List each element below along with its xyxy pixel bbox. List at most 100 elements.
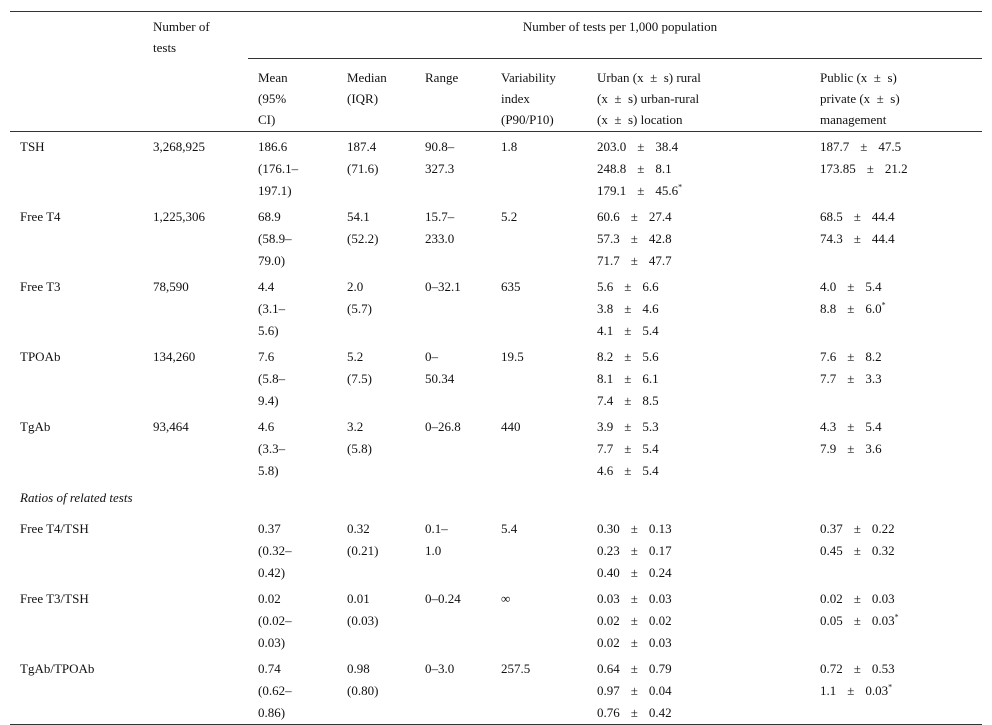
row-label: Free T4/TSH	[20, 521, 89, 536]
cell: 68.9 (58.9–79.0)	[248, 202, 337, 272]
mean-sd: 71.7 ±47.7	[597, 250, 810, 272]
mean: 0.97	[597, 683, 620, 698]
iqr-value: (7.5)	[347, 371, 372, 386]
mean-sd: 0.37 ±0.22	[820, 518, 982, 540]
cell: 187.7 ±47.5 173.85 ±21.2	[810, 132, 982, 203]
cell: ∞	[491, 584, 587, 654]
variability-value: 1.8	[501, 139, 518, 154]
cell: 0–26.8	[415, 412, 491, 482]
cell: 257.5	[491, 654, 587, 725]
header-text: private (x ± s)	[820, 91, 900, 106]
sd: 8.2	[865, 349, 882, 364]
header-text: management	[820, 112, 887, 127]
sd: 6.6	[642, 279, 659, 294]
header-text: Range	[425, 70, 459, 85]
sd: 6.1	[642, 371, 659, 386]
mean-sd: 8.2 ±5.6	[597, 346, 810, 368]
variability-value: 257.5	[501, 661, 531, 676]
mean: 203.0	[597, 139, 627, 154]
sd: 47.5	[878, 139, 902, 154]
median-value: 3.2	[347, 419, 364, 434]
mean: 7.4	[597, 393, 614, 408]
plus-minus: ±	[624, 419, 632, 434]
sd: 5.4	[865, 279, 882, 294]
row-label: TgAb	[20, 419, 51, 434]
plus-minus: ±	[630, 591, 638, 606]
sd: 44.4	[871, 209, 895, 224]
cell: 4.3 ±5.4 7.9 ±3.6	[810, 412, 982, 482]
cell	[143, 514, 248, 584]
plus-minus: ±	[624, 441, 632, 456]
variability-value: 5.2	[501, 209, 518, 224]
cell: 0.37 (0.32–0.42)	[248, 514, 337, 584]
header-row: Number of tests Number of tests per 1,000…	[10, 12, 982, 59]
variability-value: 19.5	[501, 349, 524, 364]
plus-minus: ±	[630, 613, 638, 628]
ci-value: (3.3–5.8)	[258, 441, 286, 478]
plus-minus: ±	[847, 371, 855, 386]
sd: 42.8	[648, 231, 672, 246]
sd: 27.4	[648, 209, 672, 224]
range-value: 0–50.34	[425, 349, 455, 386]
median-value: 187.4	[347, 139, 377, 154]
cell: 0.72 ±0.53 1.1 ±0.03*	[810, 654, 982, 725]
mean: 7.9	[820, 441, 837, 456]
header-cell: Public (x ± s) private (x ± s) management	[810, 58, 983, 132]
tests-count: 134,260	[153, 349, 196, 364]
mean-sd: 187.7 ±47.5	[820, 136, 982, 158]
tests-count: 1,225,306	[153, 209, 205, 224]
cell: 0.01 (0.03)	[337, 584, 415, 654]
mean-sd: 0.76 ±0.42	[597, 702, 810, 724]
mean: 3.9	[597, 419, 614, 434]
mean-sd: 3.8 ±4.6	[597, 298, 810, 320]
mean-sd: 0.05 ±0.03*	[820, 610, 982, 632]
sd: 0.13	[648, 521, 672, 536]
mean-sd: 8.8 ±6.0*	[820, 298, 982, 320]
mean: 0.05	[820, 613, 843, 628]
sd: 44.4	[871, 231, 895, 246]
sd: 0.42	[648, 705, 672, 720]
mean: 1.1	[820, 683, 837, 698]
header-cell: Range	[415, 58, 491, 132]
plus-minus: ±	[624, 349, 632, 364]
cell: Free T4/TSH	[10, 514, 143, 584]
range-value: 0–0.24	[425, 591, 461, 606]
header-text: Median (IQR)	[347, 70, 387, 106]
median-value: 54.1	[347, 209, 370, 224]
sd: 45.6	[655, 183, 679, 198]
plus-minus: ±	[847, 349, 855, 364]
mean-sd: 0.72 ±0.53	[820, 658, 982, 680]
cell: 60.6 ±27.4 57.3 ±42.8 71.7 ±47.7	[587, 202, 810, 272]
mean-value: 4.4	[258, 279, 275, 294]
cell: 0.32 (0.21)	[337, 514, 415, 584]
cell: 19.5	[491, 342, 587, 412]
header-cell: Number of tests	[143, 12, 248, 59]
mean: 3.8	[597, 301, 614, 316]
range-value: 0.1–1.0	[425, 521, 448, 558]
plus-minus: ±	[637, 139, 645, 154]
cell: 5.6 ±6.6 3.8 ±4.6 4.1 ±5.4	[587, 272, 810, 342]
section-cell: Ratios of related tests	[10, 482, 982, 514]
cell: 0.98 (0.80)	[337, 654, 415, 725]
plus-minus: ±	[624, 279, 632, 294]
mean-sd: 173.85 ±21.2	[820, 158, 982, 180]
cell: 0.74 (0.62–0.86)	[248, 654, 337, 725]
plus-minus: ±	[853, 591, 861, 606]
sd: 0.17	[648, 543, 672, 558]
mean: 0.23	[597, 543, 620, 558]
sd: 6.0	[865, 301, 882, 316]
cell: 0.1–1.0	[415, 514, 491, 584]
sd: 0.24	[648, 565, 672, 580]
mean-value: 7.6	[258, 349, 275, 364]
cell: 203.0 ±38.4 248.8 ±8.1 179.1 ±45.6*	[587, 132, 810, 203]
cell: 5.4	[491, 514, 587, 584]
plus-minus: ±	[847, 301, 855, 316]
plus-minus: ±	[630, 565, 638, 580]
ci-value: (58.9–79.0)	[258, 231, 292, 268]
ci-value: (3.1–5.6)	[258, 301, 286, 338]
section-row: Ratios of related tests	[10, 482, 982, 514]
mean-sd: 1.1 ±0.03*	[820, 680, 982, 702]
mean: 8.8	[820, 301, 837, 316]
range-value: 0–3.0	[425, 661, 455, 676]
cell: 5.2	[491, 202, 587, 272]
